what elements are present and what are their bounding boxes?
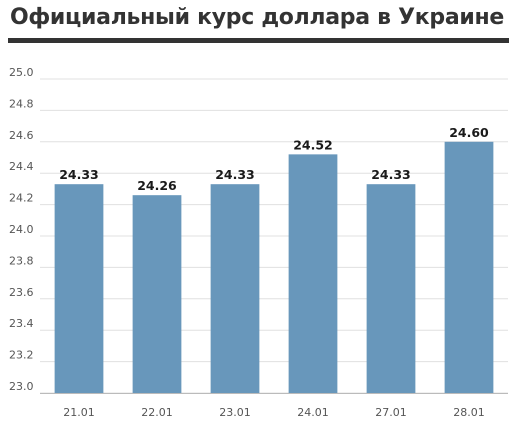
x-tick-label: 22.01 [141,406,173,419]
x-tick-label: 24.01 [297,406,329,419]
bars [54,141,494,393]
bar [366,184,416,393]
x-tick-label: 28.01 [453,406,485,419]
bar [444,141,494,393]
x-tick-label: 27.01 [375,406,407,419]
y-axis-ticks: 25.0 24.8 24.6 24.4 24.2 24.0 23.8 23.6 23.4 23.2… [9,66,34,393]
y-tick-label: 24.6 [9,129,34,142]
y-tick-label: 24.2 [9,192,34,205]
bar-value-label: 24.33 [371,167,411,182]
title-underline [8,38,509,43]
bar-value-label: 24.33 [59,167,99,182]
y-tick-label: 23.0 [9,380,34,393]
bar-value-label: 24.60 [449,125,489,140]
y-tick-label: 23.4 [9,317,34,330]
value-labels: 24.33 24.26 24.33 24.52 24.33 24.60 [59,125,489,193]
bar-value-label: 24.26 [137,178,177,193]
y-tick-label: 23.6 [9,286,34,299]
y-tick-label: 24.0 [9,223,34,236]
bar-value-label: 24.33 [215,167,255,182]
bar-value-label: 24.52 [293,137,333,152]
y-tick-label: 25.0 [9,66,34,79]
grid-lines [40,78,508,394]
x-tick-label: 23.01 [219,406,251,419]
x-tick-label: 21.01 [63,406,95,419]
y-tick-label: 23.2 [9,349,34,362]
x-axis-ticks: 21.01 22.01 23.01 24.01 27.01 28.01 [63,406,485,419]
bar [132,195,182,393]
bar [210,184,260,393]
y-tick-label: 23.8 [9,254,34,267]
y-tick-label: 24.8 [9,97,34,110]
bar [288,154,338,393]
chart-title: Официальный курс доллара в Украине [10,5,505,30]
bar [54,184,104,393]
y-tick-label: 24.4 [9,160,34,173]
